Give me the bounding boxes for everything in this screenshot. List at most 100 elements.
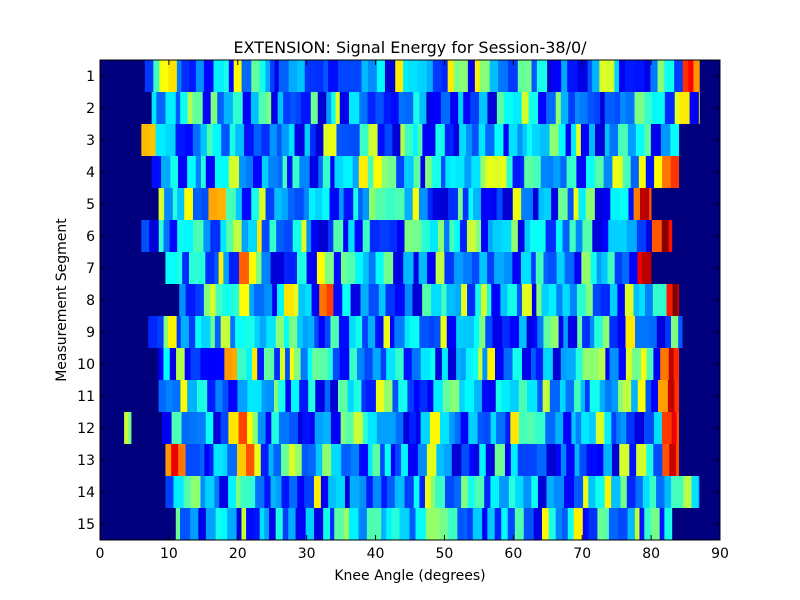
- heatmap-cell: [570, 220, 577, 252]
- y-tick-label: 5: [86, 197, 95, 213]
- heatmap-cell: [600, 92, 605, 124]
- heatmap-cell: [200, 124, 207, 156]
- heatmap-cell: [336, 476, 345, 508]
- heatmap-cell: [699, 92, 700, 124]
- heatmap-cell: [480, 156, 486, 188]
- heatmap-cell: [318, 220, 329, 252]
- heatmap-cell: [670, 124, 679, 156]
- heatmap-cell: [513, 156, 521, 188]
- heatmap-cell: [369, 188, 376, 220]
- heatmap-cell: [536, 220, 546, 252]
- heatmap-cell: [595, 124, 605, 156]
- heatmap-cell: [193, 220, 204, 252]
- heatmap-cell: [456, 316, 465, 348]
- heatmap-cell: [590, 316, 595, 348]
- heatmap-cell: [419, 92, 426, 124]
- heatmap-cell: [254, 284, 265, 316]
- heatmap-cell: [395, 348, 404, 380]
- heatmap-cell: [501, 380, 510, 412]
- heatmap-cell: [249, 252, 256, 284]
- heatmap-cell: [588, 476, 595, 508]
- heatmap-cell: [282, 476, 290, 508]
- heatmap-cell: [283, 156, 288, 188]
- heatmap-cell: [536, 252, 544, 284]
- heatmap-cell: [264, 508, 269, 540]
- heatmap-cell: [325, 252, 334, 284]
- heatmap-cell: [405, 188, 414, 220]
- heatmap-cell: [182, 412, 189, 444]
- heatmap-cell: [435, 124, 445, 156]
- x-tick-label: 40: [367, 546, 385, 562]
- heatmap-cell: [594, 92, 600, 124]
- heatmap-cell: [511, 220, 518, 252]
- heatmap-cell: [229, 252, 239, 284]
- heatmap-cell: [646, 156, 655, 188]
- heatmap-cell: [187, 380, 197, 412]
- heatmap-cell: [362, 316, 368, 348]
- heatmap-cell: [297, 476, 304, 508]
- heatmap-cell: [192, 92, 203, 124]
- heatmap-cell: [461, 476, 468, 508]
- x-tick-label: 90: [711, 546, 729, 562]
- heatmap-cell: [334, 252, 342, 284]
- heatmap-cell: [165, 476, 173, 508]
- heatmap-cell: [205, 476, 215, 508]
- heatmap-cell: [504, 92, 513, 124]
- heatmap-cell: [529, 92, 539, 124]
- heatmap-cell: [546, 476, 554, 508]
- heatmap-cell: [486, 188, 493, 220]
- heatmap-cell: [396, 412, 404, 444]
- heatmap-cell: [593, 284, 601, 316]
- heatmap-cell: [284, 252, 289, 284]
- heatmap-cell: [657, 92, 666, 124]
- heatmap-cell: [379, 220, 390, 252]
- heatmap-cell: [554, 476, 565, 508]
- y-tick-label: 6: [86, 229, 95, 245]
- heatmap-cell: [617, 284, 625, 316]
- heatmap-cell: [191, 476, 201, 508]
- heatmap-cell: [604, 412, 611, 444]
- heatmap-cell: [325, 380, 331, 412]
- heatmap-cell: [412, 348, 421, 380]
- heatmap-cell: [639, 284, 645, 316]
- heatmap-cell: [492, 316, 502, 348]
- heatmap-cell: [657, 316, 666, 348]
- heatmap-cell: [582, 220, 592, 252]
- heatmap-cell: [356, 316, 363, 348]
- heatmap-cell: [386, 508, 392, 540]
- heatmap-cell: [639, 508, 644, 540]
- heatmap-cell: [314, 60, 323, 92]
- heatmap-cell: [416, 508, 427, 540]
- heatmap-cell: [386, 284, 396, 316]
- heatmap-cell: [176, 252, 183, 284]
- heatmap-cell: [156, 92, 166, 124]
- heatmap-cell: [519, 380, 528, 412]
- heatmap-cell: [479, 252, 487, 284]
- heatmap-cell: [564, 476, 574, 508]
- heatmap-cell: [297, 316, 303, 348]
- heatmap-cell: [432, 156, 442, 188]
- heatmap-cell: [152, 156, 162, 188]
- heatmap-cell: [604, 156, 613, 188]
- heatmap-cell: [384, 380, 393, 412]
- heatmap-cell: [450, 380, 460, 412]
- heatmap-cell: [458, 188, 463, 220]
- heatmap-cell: [185, 124, 193, 156]
- heatmap-cell: [570, 284, 577, 316]
- heatmap-cell: [678, 316, 682, 348]
- heatmap-row: [179, 284, 679, 316]
- heatmap-cell: [576, 348, 583, 380]
- heatmap-cell: [567, 348, 576, 380]
- heatmap-cell: [544, 252, 549, 284]
- heatmap-cell: [441, 188, 448, 220]
- heatmap-cell: [271, 476, 276, 508]
- heatmap-cell: [650, 476, 657, 508]
- heatmap-cell: [639, 156, 646, 188]
- heatmap-cell: [634, 188, 641, 220]
- heatmap-cell: [148, 316, 157, 348]
- heatmap-cell: [491, 412, 497, 444]
- heatmap-cell: [414, 252, 420, 284]
- heatmap-cell: [635, 60, 645, 92]
- heatmap-cell: [676, 476, 684, 508]
- heatmap-cell: [576, 220, 583, 252]
